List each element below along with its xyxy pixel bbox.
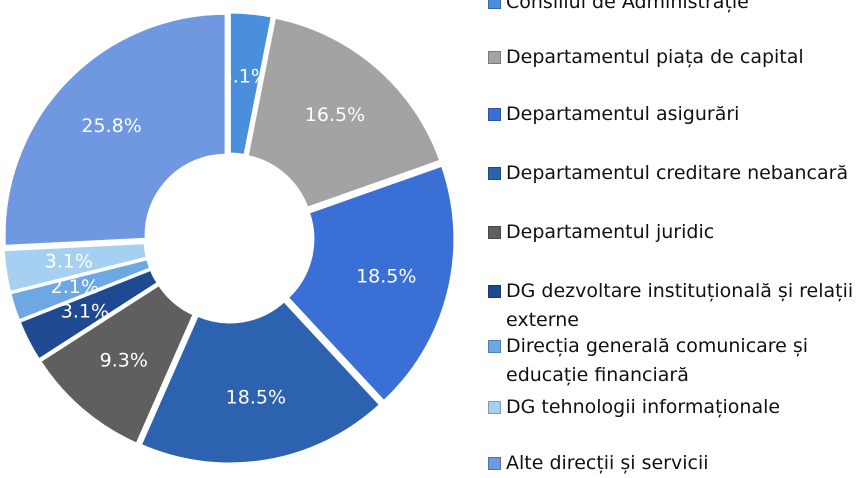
data-label: 3.1% xyxy=(45,250,93,272)
legend-item: Departamentul asigurări xyxy=(488,100,858,129)
legend-swatch xyxy=(488,108,501,121)
slice xyxy=(227,10,275,158)
legend-label: Departamentul piața de capital xyxy=(506,46,804,68)
slice xyxy=(245,15,443,211)
data-label: 18.5% xyxy=(226,386,286,408)
legend-swatch xyxy=(488,285,501,298)
legend-label: Departamentul juridic xyxy=(506,221,715,243)
legend-swatch xyxy=(488,167,501,180)
legend-item: Departamentul creditare nebancară xyxy=(488,159,858,188)
data-label: 2.1% xyxy=(51,276,99,298)
legend-item: DG tehnologii informaționale xyxy=(488,393,858,422)
data-label: 3.1% xyxy=(61,300,109,322)
data-label: 9.3% xyxy=(100,350,148,372)
legend-swatch xyxy=(488,51,501,64)
legend-item: Departamentul piața de capital xyxy=(488,43,858,72)
legend-item: Direcția generală comunicare și educație… xyxy=(488,332,858,390)
legend-label: Direcția generală comunicare și educație… xyxy=(506,335,809,386)
legend-swatch xyxy=(488,401,501,414)
slice xyxy=(37,282,197,447)
chart: 3.1%16.5%18.5%18.5%9.3%3.1%2.1%3.1%25.8% xyxy=(1,10,457,466)
slice xyxy=(2,11,228,248)
legend-swatch xyxy=(488,340,501,353)
legend-item: Consiliul de Administrație xyxy=(488,0,858,17)
slice xyxy=(138,298,383,466)
legend-swatch xyxy=(488,457,501,470)
legend-item: Alte direcții și servicii xyxy=(488,449,858,478)
slice xyxy=(1,241,150,295)
legend-swatch xyxy=(488,0,501,9)
legend-item: DG dezvoltare instituțională și relații … xyxy=(488,277,858,335)
legend-swatch xyxy=(488,226,501,239)
data-label: 16.5% xyxy=(305,104,365,126)
data-label: 3.1% xyxy=(221,65,269,87)
legend-label: Alte direcții și servicii xyxy=(506,452,709,474)
legend-label: DG tehnologii informaționale xyxy=(506,396,781,418)
legend-label: Departamentul creditare nebancară xyxy=(506,162,849,184)
slice xyxy=(285,163,457,404)
legend-label: Departamentul asigurări xyxy=(506,103,740,125)
legend-item: Departamentul juridic xyxy=(488,218,858,247)
data-label: 25.8% xyxy=(81,115,141,137)
legend-label: DG dezvoltare instituțională și relații … xyxy=(506,280,854,331)
data-label: 18.5% xyxy=(356,265,416,287)
legend-label: Consiliul de Administrație xyxy=(506,0,749,13)
